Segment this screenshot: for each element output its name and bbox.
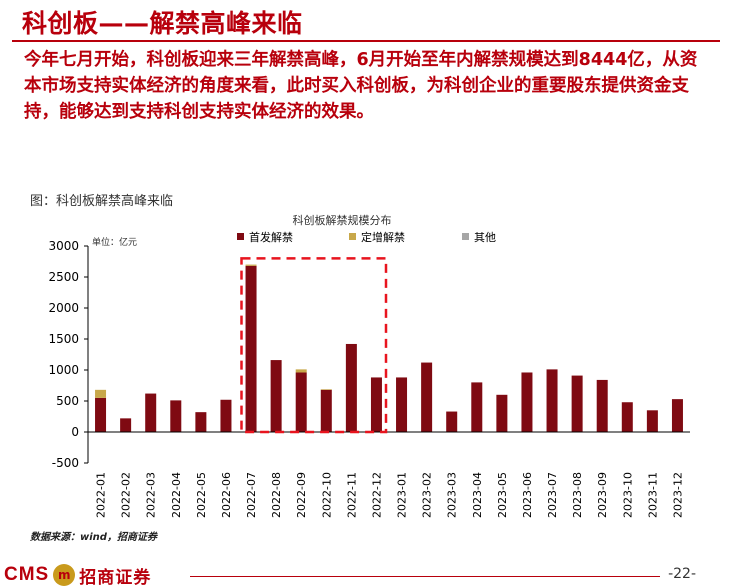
x-tick-label: 2022-09 [295, 472, 308, 518]
y-tick-label: -500 [52, 456, 79, 470]
y-tick-label: 2500 [48, 270, 79, 284]
y-tick-label: 1500 [48, 332, 79, 346]
y-tick-label: 500 [56, 394, 79, 408]
bar-first-unlock [596, 379, 608, 432]
x-tick-label: 2023-12 [671, 472, 684, 518]
bar-first-unlock [170, 400, 182, 432]
bar-first-unlock [270, 360, 282, 432]
footer-divider [190, 576, 660, 577]
bar-first-unlock [421, 362, 433, 432]
x-axis: 2022-01 2022-02 2022-03 2022-04 2022-05 2022-… [88, 431, 690, 518]
bar-first-unlock [320, 389, 332, 432]
legend-label: 定增解禁 [361, 230, 405, 244]
x-tick-label: 2023-07 [546, 472, 559, 518]
bar-first-unlock [145, 393, 157, 432]
bar-first-unlock [446, 411, 458, 432]
logo-emblem-icon: m [53, 564, 76, 586]
bar-first-unlock [295, 372, 307, 432]
bar-first-unlock [195, 412, 207, 432]
y-tick-label: 1000 [48, 363, 79, 377]
x-tick-label: 2022-08 [270, 472, 283, 518]
bar-placement-unlock [295, 369, 307, 373]
legend-label: 其他 [474, 231, 496, 244]
x-tick-label: 2023-05 [496, 472, 509, 518]
y-tick-label: 2000 [48, 301, 79, 315]
bar-first-unlock [370, 377, 382, 432]
y-axis: -500 0 500 1000 1500 2000 2500 3000 [48, 239, 89, 470]
bar-first-unlock [345, 343, 357, 432]
bar-placement-unlock [320, 389, 332, 390]
logo-text: CMS [4, 564, 50, 585]
bar-first-unlock [646, 410, 658, 432]
x-tick-label: 2022-06 [220, 472, 233, 518]
x-tick-label: 2022-12 [370, 472, 383, 518]
bar-first-unlock [571, 375, 583, 432]
highlight-box [240, 257, 388, 434]
title-underline [12, 40, 720, 42]
page-number: -22- [668, 566, 696, 582]
bar-group [95, 264, 683, 432]
bar-first-unlock [245, 265, 257, 432]
x-tick-label: 2022-03 [145, 472, 158, 518]
bar-first-unlock [396, 377, 408, 432]
bar-placement-unlock [95, 389, 107, 398]
x-tick-label: 2022-11 [345, 472, 358, 518]
legend-swatch [462, 233, 469, 240]
chart-unit-label: 单位：亿元 [92, 236, 137, 248]
y-tick-label: 0 [71, 425, 79, 439]
x-tick-label: 2022-07 [245, 472, 258, 518]
legend-label: 首发解禁 [249, 230, 293, 244]
bar-first-unlock [621, 402, 633, 432]
bar-placement-unlock [245, 264, 257, 266]
x-tick-label: 2023-03 [446, 472, 459, 518]
x-tick-label: 2022-10 [320, 472, 333, 518]
bar-first-unlock [120, 418, 132, 432]
x-tick-label: 2022-02 [120, 472, 133, 518]
x-tick-label: 2022-04 [170, 472, 183, 518]
x-tick-label: 2022-01 [95, 472, 108, 518]
x-tick-label: 2022-05 [195, 472, 208, 518]
x-tick-label: 2023-02 [421, 472, 434, 518]
bar-first-unlock [95, 397, 107, 432]
figure-caption: 图：科创板解禁高峰来临 [30, 194, 174, 209]
x-tick-label: 2023-11 [646, 472, 659, 518]
x-tick-label: 2023-08 [571, 472, 584, 518]
x-tick-label: 2023-04 [471, 472, 484, 518]
data-source: 数据来源：wind，招商证券 [30, 532, 157, 543]
x-tick-label: 2023-10 [621, 472, 634, 518]
legend-swatch [349, 233, 356, 240]
bar-first-unlock [496, 394, 508, 432]
bar-first-unlock [220, 399, 232, 432]
x-tick-label: 2023-06 [521, 472, 534, 518]
bar-first-unlock [546, 369, 558, 432]
body-paragraph: 今年七月开始，科创板迎来三年解禁高峰，6月开始至年内解禁规模达到8444亿，从资… [24, 50, 698, 122]
chart-legend: 首发解禁 定增解禁 其他 [237, 230, 496, 244]
bar-first-unlock [471, 382, 483, 432]
x-tick-label: 2023-01 [396, 472, 409, 518]
chart-title: 科创板解禁规模分布 [293, 213, 392, 227]
slide-title: 科创板——解禁高峰来临 [22, 9, 303, 38]
cms-logo: CMS m 招商证券 [4, 562, 151, 588]
company-name: 招商证券 [79, 567, 152, 588]
bar-first-unlock [521, 372, 533, 432]
y-tick-label: 3000 [48, 239, 79, 253]
bar-first-unlock [671, 399, 683, 432]
x-tick-label: 2023-09 [596, 472, 609, 518]
legend-swatch [237, 233, 244, 240]
